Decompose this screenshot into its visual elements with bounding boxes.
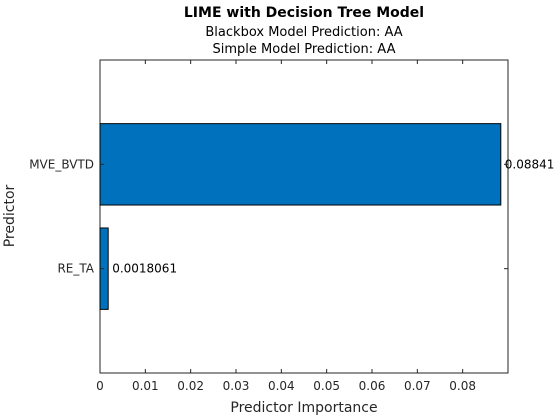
x-tick-label: 0.04 (268, 379, 295, 393)
bars-layer (99, 123, 502, 310)
data-label-mve-bvtd: 0.08841 (505, 157, 555, 171)
chart-subtitle-simple: Simple Model Prediction: AA (213, 42, 396, 57)
chart-title: LIME with Decision Tree Model (184, 5, 424, 21)
x-tick-label: 0.05 (313, 379, 340, 393)
x-tick-label: 0.06 (359, 379, 386, 393)
x-tick-label: 0.03 (223, 379, 250, 393)
data-label-re-ta: 0.0018061 (112, 262, 177, 276)
x-tick-label: 0.08 (449, 379, 476, 393)
bar-mve-bvtd (99, 123, 502, 206)
x-tick-label: 0.07 (404, 379, 431, 393)
x-tick-label: 0 (96, 379, 104, 393)
data-labels-layer: 0.0018061 0.08841 (112, 157, 554, 275)
y-axis-ticks: RE_TA MVE_BVTD (29, 157, 508, 276)
x-tick-label: 0.02 (177, 379, 204, 393)
y-tick-label-re-ta: RE_TA (57, 262, 94, 276)
y-tick-label-mve-bvtd: MVE_BVTD (29, 157, 94, 171)
x-axis-label: Predictor Importance (230, 400, 377, 416)
x-axis-ticks: 0 0.01 0.02 0.03 0.04 0.05 0.06 0.07 0.08 (96, 60, 476, 393)
x-tick-label: 0.01 (132, 379, 159, 393)
y-axis-label: Predictor (2, 184, 18, 247)
plot-area (99, 59, 509, 374)
chart-subtitle-blackbox: Blackbox Model Prediction: AA (205, 25, 402, 40)
